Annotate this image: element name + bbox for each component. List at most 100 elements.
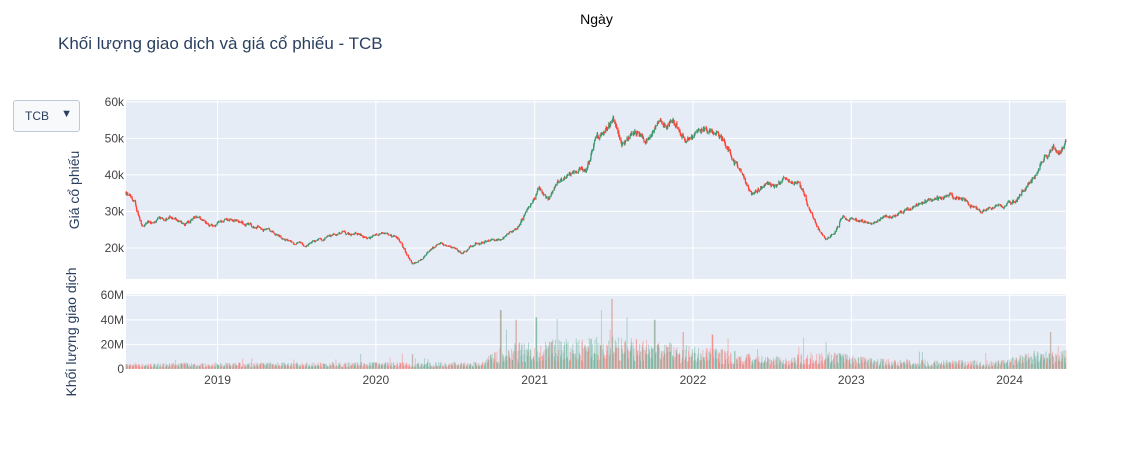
candle-body <box>246 223 249 225</box>
volume-bar <box>127 365 129 369</box>
candle-body <box>667 124 669 126</box>
candle-body <box>233 220 235 222</box>
volume-bar <box>432 364 434 369</box>
volume-bar <box>884 365 886 369</box>
volume-bar <box>223 367 225 369</box>
volume-bar <box>1062 354 1064 369</box>
volume-bar <box>596 337 598 369</box>
candle-body <box>1028 182 1031 184</box>
volume-bar <box>166 365 168 369</box>
candle-body <box>773 185 776 188</box>
candle-body <box>190 219 193 221</box>
candle-body <box>467 249 469 251</box>
volume-bar <box>713 357 715 369</box>
volume-bar <box>1055 356 1057 369</box>
candle-body <box>570 173 572 176</box>
volume-bar <box>560 354 562 369</box>
candle-body <box>321 239 323 241</box>
candle-body <box>691 136 694 139</box>
candle-body <box>387 233 389 235</box>
volume-bar <box>348 366 350 369</box>
volume-bar <box>791 358 793 369</box>
candle-body <box>1039 165 1041 170</box>
volume-bar <box>794 358 796 369</box>
volume-bar <box>669 351 671 369</box>
candle-body <box>269 230 272 232</box>
volume-bar <box>1016 357 1018 369</box>
volume-bar <box>533 360 535 369</box>
volume-bar <box>414 366 416 369</box>
volume-bar <box>296 365 298 369</box>
volume-bar <box>561 341 563 369</box>
volume-bar <box>621 348 623 369</box>
candle-body <box>365 236 367 238</box>
volume-bar <box>187 365 189 369</box>
candle-body <box>854 219 856 220</box>
volume-bar <box>782 362 784 369</box>
volume-bar <box>477 363 479 369</box>
volume-bar <box>171 366 173 369</box>
volume-bar <box>792 361 794 369</box>
volume-bar <box>819 363 821 369</box>
volume-bar <box>338 364 340 369</box>
volume-bar <box>400 362 402 369</box>
volume-bar <box>542 360 544 369</box>
candle-body <box>633 134 635 136</box>
candle-body <box>694 131 696 135</box>
volume-bar <box>438 361 440 369</box>
candle-body <box>506 233 508 236</box>
volume-bar <box>1065 350 1067 369</box>
candle-body <box>455 248 457 250</box>
volume-bar <box>549 342 551 369</box>
volume-bar <box>654 319 656 369</box>
volume-bar <box>741 362 743 369</box>
volume-bar <box>483 364 485 369</box>
candle-body <box>724 143 727 146</box>
volume-bar <box>492 362 494 369</box>
volume-bar <box>458 364 460 369</box>
volume-bar <box>691 357 693 369</box>
volume-bar <box>820 360 822 369</box>
candle-body <box>982 210 984 213</box>
volume-bar <box>570 359 572 369</box>
candle-body <box>550 193 552 197</box>
candle-body <box>998 204 1000 206</box>
candle-body <box>518 224 521 226</box>
volume-bar <box>967 363 969 369</box>
volume-bar <box>150 364 152 369</box>
stock-symbol-dropdown[interactable]: TCB ▼ <box>13 100 80 132</box>
volume-bar <box>380 363 382 369</box>
volume-bar <box>862 357 864 369</box>
volume-bar <box>330 365 332 369</box>
volume-bar <box>591 343 593 369</box>
candle-body <box>417 261 419 263</box>
volume-bar <box>818 362 820 369</box>
candle-body <box>679 129 681 133</box>
volume-bar <box>899 359 901 369</box>
volume-bar <box>618 361 620 369</box>
volume-bar <box>389 357 391 369</box>
candle-body <box>193 217 196 219</box>
volume-bar <box>414 358 416 369</box>
volume-bar <box>803 363 805 369</box>
volume-bar <box>1034 355 1036 369</box>
volume-bar <box>480 364 482 369</box>
candle-body <box>216 223 218 225</box>
candle-body <box>761 186 763 188</box>
volume-bar <box>171 363 173 369</box>
candle-body <box>957 197 960 199</box>
volume-bar <box>184 362 186 369</box>
volume-bar <box>159 365 161 369</box>
volume-bar <box>305 364 307 369</box>
volume-bar <box>1032 359 1034 369</box>
volume-bar <box>760 362 762 369</box>
volume-bar <box>770 359 772 369</box>
candle-body <box>130 195 132 197</box>
candle-body <box>722 140 724 141</box>
volume-bar <box>803 359 805 369</box>
volume-bar <box>225 362 227 369</box>
volume-bar <box>517 359 519 369</box>
volume-bar <box>894 362 896 369</box>
volume-bar <box>973 360 975 369</box>
